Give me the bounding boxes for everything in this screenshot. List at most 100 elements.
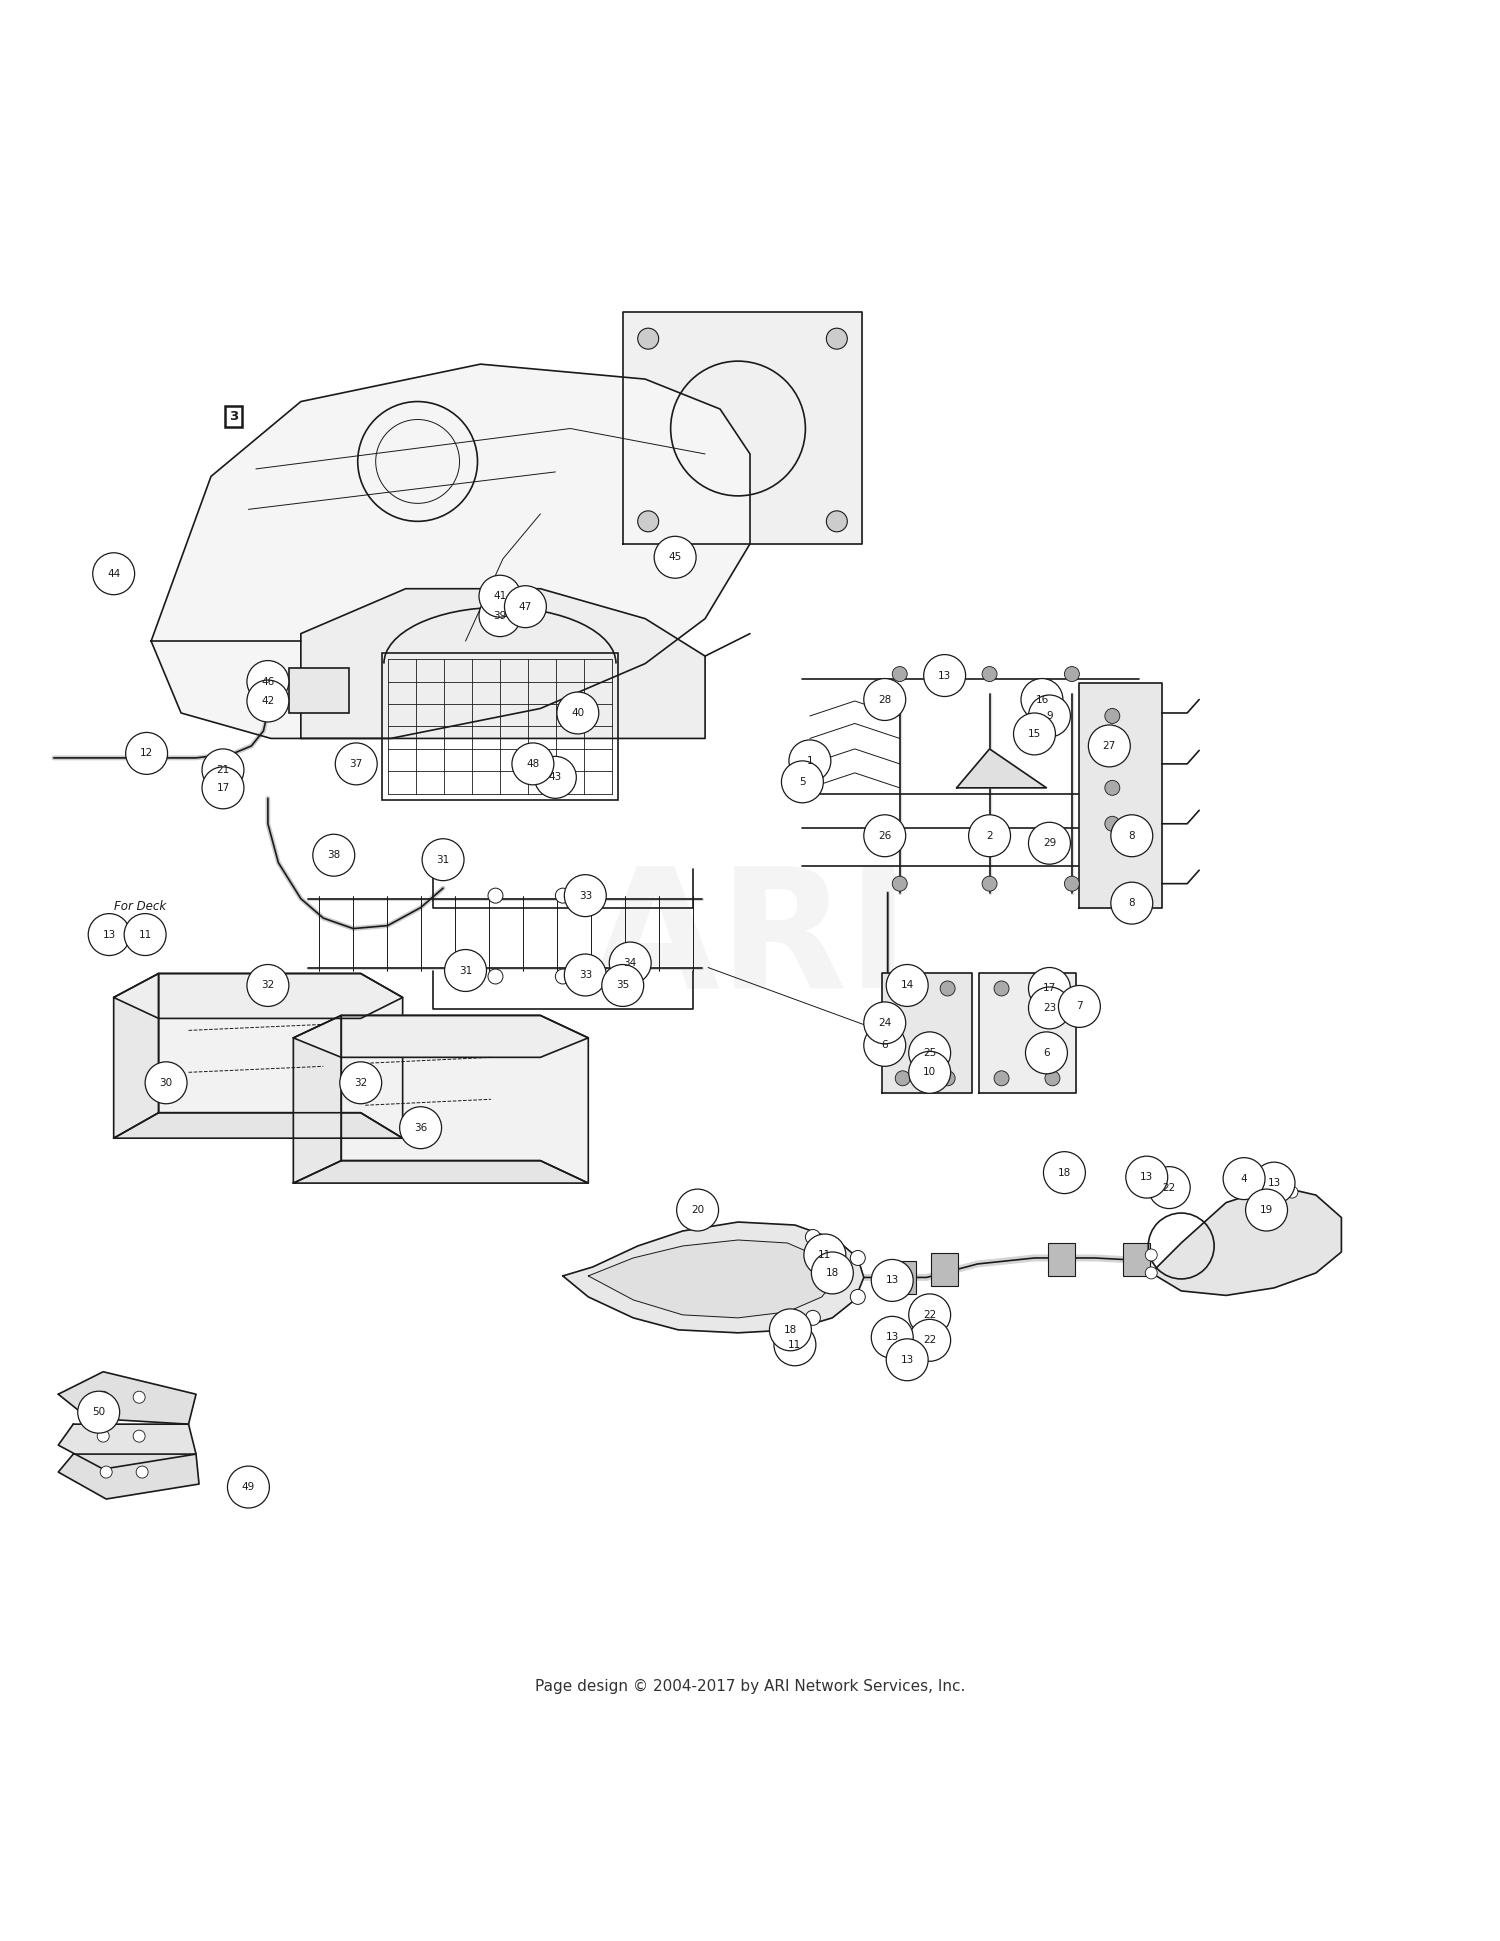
Text: 13: 13 [938,670,951,681]
Circle shape [1146,1248,1156,1262]
Circle shape [770,1308,812,1351]
Polygon shape [58,1372,196,1425]
Polygon shape [294,1015,588,1058]
Text: 3: 3 [230,410,238,423]
Text: 18: 18 [1058,1168,1071,1178]
Circle shape [78,1392,120,1432]
Circle shape [994,1071,1010,1085]
Circle shape [134,1392,146,1403]
Text: 17: 17 [216,782,229,792]
Polygon shape [980,974,1077,1093]
Polygon shape [58,1425,196,1469]
Circle shape [827,328,848,349]
Circle shape [1286,1186,1298,1198]
Circle shape [1044,1151,1086,1194]
Polygon shape [1080,683,1161,908]
Circle shape [555,889,570,903]
Circle shape [124,914,166,955]
Polygon shape [1152,1186,1341,1295]
Text: 7: 7 [1076,1002,1083,1011]
Circle shape [399,1106,441,1149]
Circle shape [774,1324,816,1366]
Text: 1: 1 [807,755,813,767]
Circle shape [969,815,1011,856]
Circle shape [1264,1176,1276,1190]
Polygon shape [114,974,402,1019]
Circle shape [1065,875,1080,891]
Circle shape [134,1431,146,1442]
Text: 13: 13 [885,1332,898,1343]
Text: 10: 10 [922,1068,936,1077]
Circle shape [782,761,824,804]
Bar [932,1254,958,1287]
Text: 11: 11 [138,930,152,939]
Bar [1048,1242,1076,1275]
Text: 13: 13 [1140,1172,1154,1182]
Circle shape [886,1339,928,1380]
Bar [1124,1242,1150,1275]
Text: 35: 35 [616,980,630,990]
Circle shape [812,1252,853,1295]
Text: 41: 41 [494,592,507,602]
Circle shape [1106,741,1120,757]
Circle shape [1059,986,1101,1027]
Circle shape [1065,666,1080,681]
Circle shape [909,1052,951,1093]
Circle shape [1280,1176,1292,1190]
Circle shape [248,965,290,1007]
Circle shape [1112,815,1154,856]
Circle shape [314,835,354,875]
Text: 9: 9 [1046,710,1053,720]
Circle shape [940,980,956,996]
Circle shape [136,1465,148,1477]
Circle shape [114,922,129,938]
Circle shape [202,767,244,809]
Text: 46: 46 [261,677,274,687]
Circle shape [896,1071,910,1085]
Text: 50: 50 [92,1407,105,1417]
Text: 4: 4 [1240,1174,1248,1184]
Circle shape [827,510,848,532]
Circle shape [512,743,554,784]
Text: 13: 13 [900,1355,914,1365]
Text: 43: 43 [549,773,562,782]
Circle shape [892,666,908,681]
Circle shape [864,679,906,720]
Circle shape [1252,1163,1294,1203]
Circle shape [422,839,464,881]
Circle shape [146,1062,188,1104]
Text: 27: 27 [1102,741,1116,751]
Circle shape [336,743,376,784]
Polygon shape [957,749,1047,788]
Circle shape [1106,780,1120,796]
Circle shape [564,955,606,996]
Text: 17: 17 [1042,984,1056,994]
Circle shape [864,1025,906,1066]
Circle shape [804,1234,846,1275]
Circle shape [1089,724,1131,767]
Circle shape [871,1316,913,1359]
Text: 8: 8 [1128,899,1136,908]
Text: ARI: ARI [591,860,909,1023]
Circle shape [1026,1033,1068,1073]
Text: 15: 15 [1028,730,1041,740]
Text: 20: 20 [692,1205,703,1215]
Circle shape [202,749,244,790]
Text: 32: 32 [354,1077,368,1087]
Text: 28: 28 [878,695,891,705]
Circle shape [478,594,520,637]
Circle shape [248,660,290,703]
Text: 5: 5 [800,776,806,786]
Circle shape [1106,817,1120,831]
Circle shape [676,1190,718,1231]
Text: 11: 11 [818,1250,831,1260]
Circle shape [806,1229,820,1244]
Circle shape [1222,1157,1264,1200]
Text: 36: 36 [414,1122,428,1134]
Polygon shape [562,1223,864,1333]
Circle shape [564,875,606,916]
Circle shape [602,965,644,1007]
Text: 8: 8 [1128,831,1136,840]
Text: For Deck: For Deck [114,899,166,912]
Circle shape [248,679,290,722]
